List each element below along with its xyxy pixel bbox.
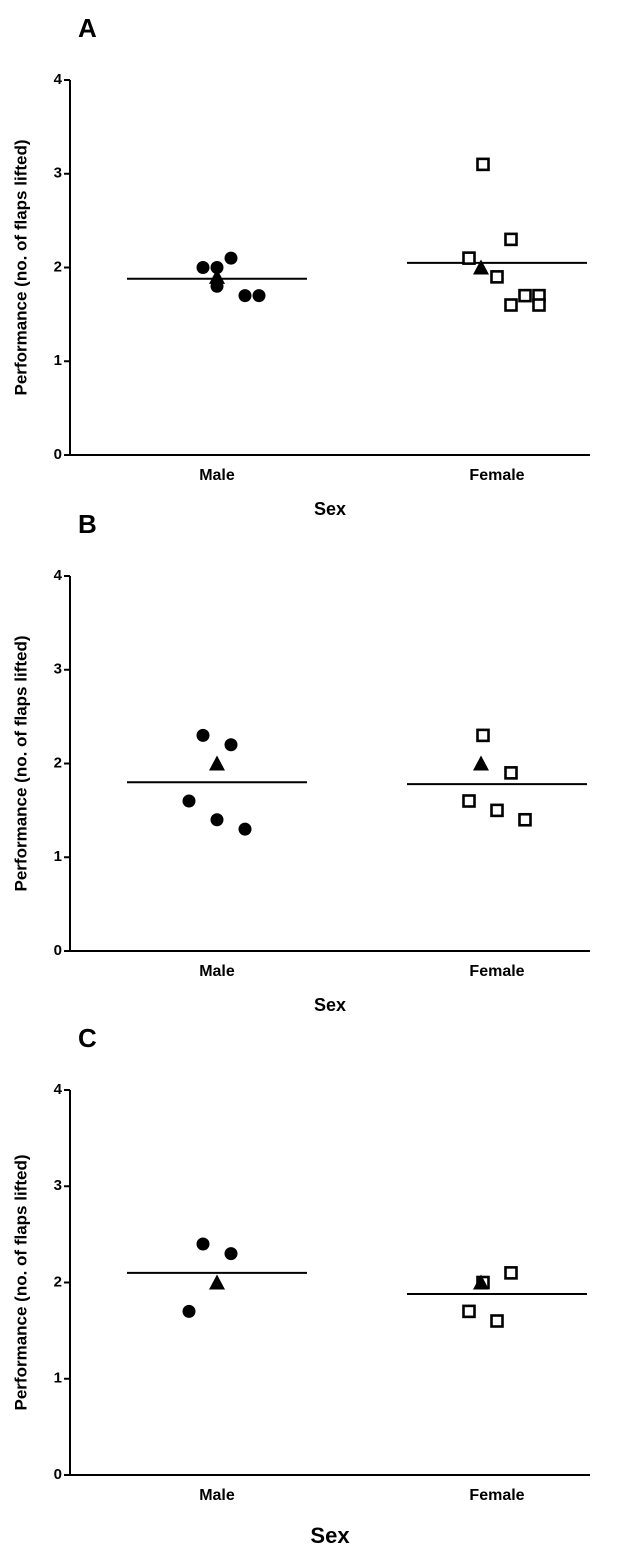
point: [196, 728, 210, 742]
point: [210, 813, 224, 827]
point: [462, 794, 476, 808]
point: [462, 251, 476, 265]
x-axis-label: Sex: [310, 1523, 350, 1548]
point: [238, 289, 252, 303]
point: [504, 232, 518, 247]
triangle-point: [209, 1274, 225, 1290]
y-tick-label: 0: [54, 1466, 62, 1483]
y-tick-label: 2: [54, 1273, 62, 1290]
x-tick-label: Female: [469, 963, 524, 980]
y-tick-label: 4: [54, 71, 63, 88]
x-tick-label: Female: [469, 1487, 524, 1504]
point: [462, 1304, 476, 1319]
point: [182, 1304, 196, 1318]
y-tick-label: 2: [54, 754, 62, 771]
y-axis-label: Performance (no. of flaps lifted): [11, 1155, 30, 1411]
x-tick-label: Male: [199, 467, 235, 484]
point: [490, 270, 504, 284]
y-axis-label: Performance (no. of flaps lifted): [11, 636, 30, 892]
point: [182, 794, 196, 808]
y-tick-label: 3: [54, 1177, 62, 1194]
y-axis-label: Performance (no. of flaps lifted): [11, 140, 30, 396]
point: [504, 1266, 518, 1280]
point: [532, 298, 546, 312]
triangle-point: [473, 259, 489, 275]
panel-label: C: [78, 1023, 97, 1053]
x-axis-label: Sex: [314, 499, 346, 519]
x-tick-label: Male: [199, 1487, 235, 1504]
point: [224, 1247, 238, 1261]
y-tick-label: 1: [54, 1370, 62, 1387]
point: [490, 1314, 504, 1328]
triangle-point: [473, 1274, 489, 1290]
point: [504, 766, 518, 780]
y-tick-label: 1: [54, 848, 62, 865]
triangle-point: [473, 755, 489, 771]
point: [518, 812, 532, 827]
point: [224, 738, 238, 752]
point: [196, 1237, 210, 1251]
point: [210, 261, 224, 274]
y-tick-label: 3: [54, 165, 62, 182]
y-tick-label: 3: [54, 661, 62, 678]
panel-label: A: [78, 13, 97, 43]
y-tick-label: 4: [54, 1081, 63, 1098]
y-tick-label: 4: [54, 567, 63, 584]
triangle-point: [209, 755, 225, 771]
x-axis-label: Sex: [314, 995, 346, 1015]
point: [252, 289, 266, 303]
point: [518, 288, 532, 303]
panel-label: B: [78, 509, 97, 539]
point: [476, 728, 490, 743]
point: [490, 803, 504, 818]
y-tick-label: 1: [54, 352, 62, 369]
x-tick-label: Male: [199, 963, 235, 980]
point: [224, 251, 238, 265]
triangle-point: [209, 268, 225, 284]
y-tick-label: 2: [54, 258, 62, 275]
point: [476, 157, 490, 172]
point: [238, 822, 252, 836]
point: [196, 261, 210, 274]
y-tick-label: 0: [54, 942, 62, 959]
x-tick-label: Female: [469, 467, 524, 484]
y-tick-label: 0: [54, 446, 62, 463]
point: [504, 298, 518, 312]
